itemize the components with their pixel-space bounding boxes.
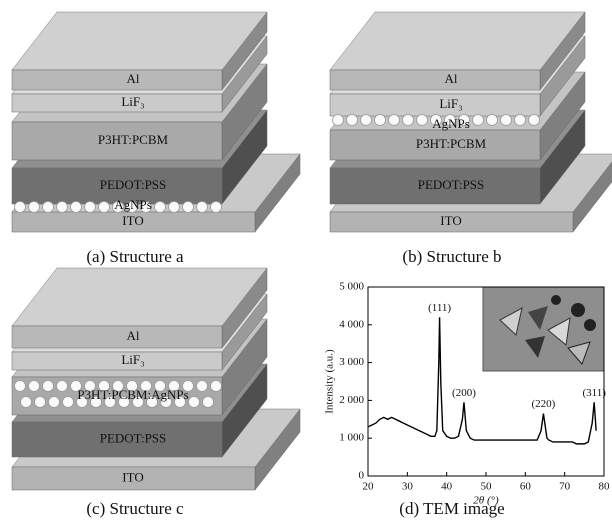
caption: (a) Structure a [86, 247, 184, 266]
x-tick-label: 70 [559, 481, 571, 493]
layer-label: PEDOT:PSS [100, 430, 167, 445]
figure: (a) Structure a (b) Structure b (c) Stru… [0, 0, 612, 522]
caption: (b) Structure b [402, 247, 501, 266]
nanoparticle [57, 202, 68, 213]
nanoparticle [183, 202, 194, 213]
x-tick-label: 80 [599, 481, 611, 493]
layer-front [12, 94, 222, 112]
nanoparticle [347, 115, 358, 126]
layer-top [330, 12, 585, 70]
peak-label: (200) [452, 387, 476, 399]
layer-label: P3HT:PCBM:AgNPs [77, 387, 188, 402]
nanoparticle [375, 115, 386, 126]
layer-label: ITO [122, 469, 143, 484]
nanoparticle [197, 202, 208, 213]
x-tick-label: 60 [520, 481, 532, 493]
layer-label: Al [127, 71, 140, 86]
tem-inset [483, 287, 604, 371]
y-tick-label: 5 000 [339, 281, 364, 293]
nanoparticle [211, 381, 222, 392]
layer-label: P3HT:PCBM [98, 132, 169, 147]
nanoparticle [211, 202, 222, 213]
y-axis-label: Intensity (a.u.) [324, 349, 336, 414]
device-stack: ITOAgNPs PEDOT:PSS P3HT:PCBM LiF₃ Al [12, 12, 300, 232]
layer-label: PEDOT:PSS [100, 177, 167, 192]
nanoparticle [529, 115, 540, 126]
peak-label: (111) [428, 302, 451, 314]
nanoparticle [15, 381, 26, 392]
x-tick-label: 20 [363, 481, 375, 493]
layer-top [12, 268, 267, 326]
layer-label: Al [127, 328, 140, 343]
device-stack: ITO PEDOT:PSS P3HT:PCBM:AgNPs LiF₃ Al [12, 268, 300, 490]
y-tick-label: 3 000 [339, 356, 364, 368]
y-tick-label: 1 000 [339, 432, 364, 444]
x-tick-label: 50 [481, 481, 493, 493]
nanoparticle [487, 115, 498, 126]
nanoparticle [43, 381, 54, 392]
x-axis-label: 2θ (°) [473, 495, 499, 507]
layer-label: LiF₃ [121, 352, 144, 367]
layer-label: AgNPs [114, 197, 152, 212]
nanoparticle [43, 202, 54, 213]
layer-label: AgNPs [432, 116, 470, 131]
nanoparticle [99, 202, 110, 213]
peak-label: (220) [532, 398, 556, 410]
nanoparticle [203, 397, 214, 408]
nanoparticle [29, 202, 40, 213]
nanoparticle [57, 381, 68, 392]
nanoparticle [63, 397, 74, 408]
nanoparticle [21, 397, 32, 408]
layer-label: P3HT:PCBM [416, 136, 487, 151]
layer-top [12, 12, 267, 70]
layer-label: LiF₃ [121, 94, 144, 109]
nanoparticle [389, 115, 400, 126]
device-stack: ITO PEDOT:PSS P3HT:PCBM AgNPs LiF₃ Al [330, 12, 612, 232]
nanoparticle [169, 202, 180, 213]
layer-label: LiF₃ [439, 96, 462, 111]
nanoparticle [361, 115, 372, 126]
nanoparticle [473, 115, 484, 126]
nanoparticle [15, 202, 26, 213]
nanoparticle [155, 202, 166, 213]
y-tick-label: 2 000 [339, 394, 364, 406]
x-tick-label: 40 [441, 481, 453, 493]
nanoparticle [49, 397, 60, 408]
y-tick-label: 4 000 [339, 318, 364, 330]
nanoparticle [35, 397, 46, 408]
peak-label: (311) [582, 387, 606, 399]
layer-label: Al [445, 71, 458, 86]
nanoparticle [189, 397, 200, 408]
nanoparticle [197, 381, 208, 392]
layer-label: PEDOT:PSS [418, 177, 485, 192]
nanoparticle [403, 115, 414, 126]
layer-front [12, 326, 222, 348]
nanoparticle [333, 115, 344, 126]
page: (a) Structure a (b) Structure b (c) Stru… [0, 0, 612, 522]
nanoparticle [29, 381, 40, 392]
layer-label: ITO [122, 213, 143, 228]
layer-front [12, 352, 222, 370]
nanoparticle [85, 202, 96, 213]
layer-front [12, 70, 222, 90]
x-tick-label: 30 [402, 481, 414, 493]
layer-front [330, 70, 540, 90]
nanoparticle [417, 115, 428, 126]
caption: (c) Structure c [86, 499, 184, 518]
nanoparticle [501, 115, 512, 126]
layer-label: ITO [440, 213, 461, 228]
nanoparticle [515, 115, 526, 126]
nanoparticle [71, 202, 82, 213]
layer-front [330, 94, 540, 116]
